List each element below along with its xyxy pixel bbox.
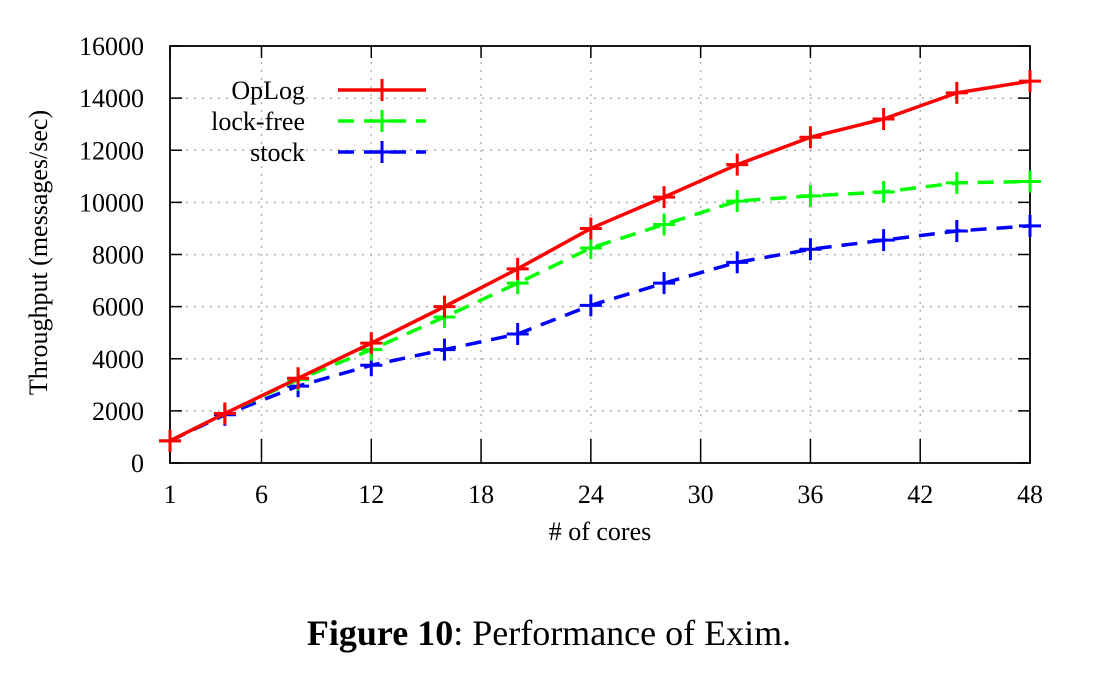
- data-point: [726, 153, 749, 176]
- y-tick-label: 4000: [92, 345, 144, 374]
- series-line-lock-free: [169, 179, 1031, 443]
- data-point: [579, 217, 602, 240]
- y-tick-label: 10000: [79, 188, 144, 217]
- data-point: [872, 229, 895, 252]
- tick-labels: 0 2000 4000 6000 8000 10000 12000 14000 16000 1 6 1…: [79, 32, 1043, 509]
- data-point: [945, 81, 968, 104]
- data-point: [1019, 170, 1041, 193]
- data-point: [653, 272, 676, 295]
- y-tick-label: 14000: [79, 84, 144, 113]
- y-tick-label: 6000: [92, 293, 144, 322]
- legend-marker: [371, 141, 393, 163]
- data-point: [799, 184, 822, 207]
- data-point: [1019, 214, 1041, 237]
- data-point: [506, 322, 529, 345]
- x-tick-label: 18: [468, 480, 494, 509]
- y-tick-label: 0: [131, 449, 144, 478]
- data-point: [799, 238, 822, 261]
- x-tick-label: 30: [688, 480, 714, 509]
- y-tick-label: 16000: [79, 32, 144, 61]
- legend-label: lock-free: [211, 107, 305, 136]
- y-tick-label: 2000: [92, 397, 144, 426]
- data-point: [579, 236, 602, 259]
- plot-frame: [169, 45, 1031, 464]
- data-point: [872, 107, 895, 130]
- x-tick-label: 24: [578, 480, 604, 509]
- data-point: [799, 126, 822, 149]
- caption-text: : Performance of Exim.: [453, 613, 792, 653]
- x-tick-label: 42: [907, 480, 933, 509]
- line-chart: 0 2000 4000 6000 8000 10000 12000 14000 16000 1 6 1…: [24, 32, 1043, 546]
- data-point: [579, 294, 602, 317]
- legend-marker: [371, 110, 393, 132]
- data-point: [945, 171, 968, 194]
- data-series: [159, 70, 1041, 452]
- legend-label: OpLog: [231, 76, 305, 105]
- data-point: [213, 402, 236, 425]
- y-tick-label: 8000: [92, 241, 144, 270]
- data-point: [726, 251, 749, 274]
- data-point: [872, 180, 895, 203]
- data-point: [653, 213, 676, 236]
- legend-marker: [371, 79, 393, 101]
- data-point: [360, 332, 383, 355]
- x-tick-label: 1: [164, 480, 177, 509]
- x-tick-label: 6: [255, 480, 268, 509]
- x-axis-title: # of cores: [549, 517, 652, 546]
- data-point: [726, 190, 749, 213]
- series-line-stock: [169, 224, 1031, 443]
- x-tick-label: 12: [358, 480, 384, 509]
- data-point: [433, 338, 456, 361]
- y-tick-label: 12000: [79, 136, 144, 165]
- data-point: [945, 220, 968, 243]
- axes: [169, 45, 1031, 464]
- data-point: [287, 367, 310, 390]
- legend-label: stock: [250, 138, 305, 167]
- x-tick-label: 36: [797, 480, 823, 509]
- data-point: [159, 429, 181, 452]
- y-axis-title: Throughput (messages/sec): [24, 110, 53, 395]
- caption-label: Figure 10: [306, 613, 454, 653]
- figure-caption: Figure 10: Performance of Exim.: [0, 612, 1098, 654]
- data-point: [506, 257, 529, 280]
- data-point: [1019, 70, 1041, 93]
- x-tick-label: 48: [1017, 480, 1043, 509]
- data-point: [433, 295, 456, 318]
- data-point: [653, 186, 676, 209]
